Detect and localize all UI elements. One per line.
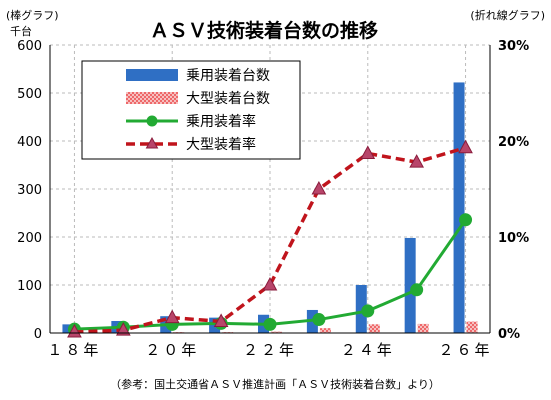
legend-label: 大型装着率 [186,136,256,153]
point-large-rate [409,154,425,168]
point-large-rate [458,139,473,154]
x-tick-label: ２６年 [439,341,493,359]
legend-label: 大型装着台数 [186,91,270,107]
left-tick-label: 300 [17,183,42,198]
legend-box [81,60,301,160]
line-large-rate [74,146,467,334]
right-tick-label: 10% [498,231,529,246]
lines-layer [67,139,473,338]
chart-title: ＡＳＶ技術装着台数の推移 [150,19,378,42]
bar-large [319,328,331,333]
legend-swatch-large [126,92,178,104]
legend-marker-large-rate [145,136,159,149]
bar-passenger [209,317,221,333]
left-tick-label: 500 [17,87,42,102]
x-tick-label: ２０年 [145,341,199,359]
bar-large [417,323,429,333]
point-passenger-rate [459,213,473,227]
legend-swatch-passenger [126,69,178,81]
legend-label: 乗用装着率 [186,113,256,130]
bar-passenger [453,82,465,333]
point-large-rate [115,322,131,336]
left-tick-label: 600 [17,39,42,54]
bar-passenger [62,324,74,333]
bar-large [271,331,282,333]
point-large-rate [311,180,327,195]
right-tick-label: 30% [498,39,529,54]
point-passenger-rate [312,313,326,327]
left-axis-note: (棒グラフ) [6,8,59,22]
source-note: （参考：国土交通省ＡＳＶ推進計画「ＡＳＶ技術装着台数」より） [110,377,440,391]
right-axis-note: (折れ線グラフ) [470,8,545,22]
point-passenger-rate [361,304,375,318]
x-tick-label: １８年 [47,341,101,359]
bar-passenger [404,237,416,333]
left-tick-label: 100 [17,279,42,294]
right-tick-label: 20% [498,135,529,150]
point-passenger-rate [263,317,277,331]
point-large-rate [164,309,180,324]
legend-marker-passenger-rate [146,115,158,127]
left-tick-label: 400 [17,135,42,150]
point-large-rate [67,323,82,338]
bar-passenger [355,285,367,333]
point-large-rate [262,276,278,291]
point-passenger-rate [410,283,424,297]
legend-label: 乗用装着台数 [186,68,270,84]
x-tick-label: ２２年 [243,341,297,359]
left-tick-label: 0 [34,327,42,342]
x-tick-label: ２４年 [341,341,395,359]
axes-layer: 0 100 200 300 400 500 600 0% 10% 20% 30% １８年 ２０年 ２２年 ２… [17,39,529,359]
right-tick-label: 0% [498,327,520,342]
bar-large [466,321,478,333]
left-tick-label: 200 [17,231,42,246]
bar-large [368,324,380,333]
point-large-rate [360,145,376,159]
point-large-rate [213,313,229,327]
left-axis-unit: 千台 [10,24,32,38]
